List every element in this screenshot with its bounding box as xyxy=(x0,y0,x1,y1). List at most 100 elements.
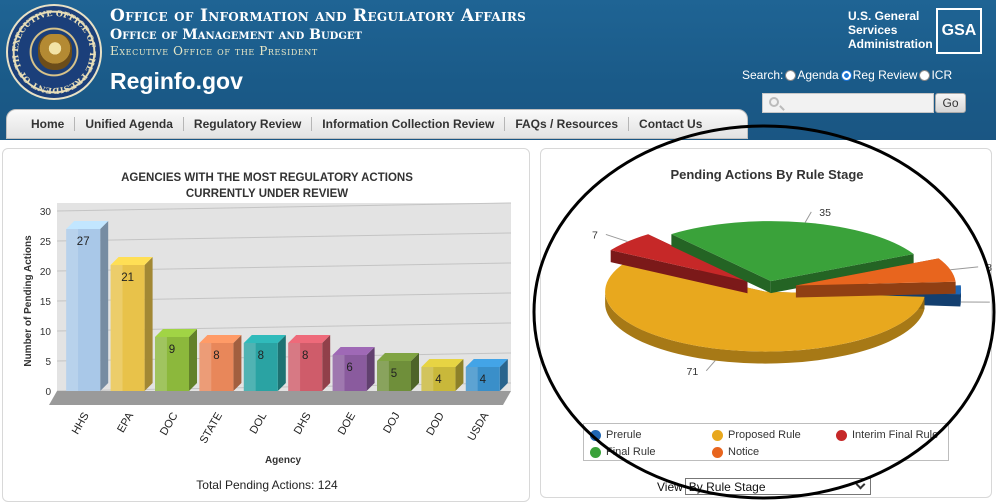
chevron-down-icon xyxy=(855,479,866,490)
nav-unified-agenda[interactable]: Unified Agenda xyxy=(75,117,184,131)
bar-highlight xyxy=(66,229,79,391)
bar-chart-title-line-1: AGENCIES WITH THE MOST REGULATORY ACTION… xyxy=(121,172,413,184)
bar-top xyxy=(243,335,286,343)
bar-epa[interactable]: 21 xyxy=(110,257,153,391)
pie-legend: Prerule Proposed Rule Interim Final Rule… xyxy=(583,423,949,461)
legend-swatch-interim-final-rule xyxy=(836,429,847,441)
bar-front xyxy=(155,337,189,391)
go-button[interactable]: Go xyxy=(935,93,966,113)
bar-hhs[interactable]: 27 xyxy=(66,221,109,391)
bar-state[interactable]: 8 xyxy=(199,335,242,391)
nav-home[interactable]: Home xyxy=(21,117,76,131)
bar-front xyxy=(110,265,145,391)
radio-reg-review[interactable] xyxy=(840,69,852,81)
bar-usda[interactable]: 4 xyxy=(465,359,508,391)
y-axis-label: Number of Pending Actions xyxy=(23,235,34,367)
bar-doe[interactable]: 6 xyxy=(332,347,375,391)
office-line-2: Office of Management and Budget xyxy=(110,27,362,43)
bar-highlight xyxy=(110,265,123,391)
bar-highlight xyxy=(288,343,301,391)
bar-front xyxy=(243,343,278,391)
bar-dhs[interactable]: 8 xyxy=(288,335,331,391)
search-input[interactable] xyxy=(783,95,931,111)
agency-bar-chart-panel: AGENCIES WITH THE MOST REGULATORY ACTION… xyxy=(2,148,530,502)
view-label: View xyxy=(657,479,683,494)
gsa-logo[interactable]: GSA xyxy=(936,8,982,54)
radio-agenda[interactable] xyxy=(785,69,797,81)
search-label: Search: xyxy=(742,68,784,82)
bar-highlight xyxy=(199,343,212,391)
bar-top xyxy=(199,335,242,343)
legend-label-notice: Notice xyxy=(728,446,760,458)
presidential-seal-logo[interactable]: EXECUTIVE OFFICE OF THE PRESIDENT OF THE… xyxy=(6,4,102,100)
nav-contact-us[interactable]: Contact Us xyxy=(639,117,703,131)
radio-icr-label[interactable]: ICR xyxy=(931,68,953,82)
legend-swatch-proposed-rule xyxy=(712,429,723,441)
bar-chart: 0 5 10 15 20 25 30 Number of Pending Actions Age… xyxy=(23,202,512,466)
bar-value-label: 5 xyxy=(391,368,397,380)
bar-value-label: 6 xyxy=(346,362,352,374)
bar-doj[interactable]: 5 xyxy=(377,353,419,391)
legend-item-interim-final-rule[interactable]: Interim Final Rule xyxy=(836,429,938,441)
radio-agenda-label[interactable]: Agenda xyxy=(797,68,839,82)
bar-highlight xyxy=(465,367,478,391)
site-name-link[interactable]: Reginfo.gov xyxy=(110,68,243,94)
legend-item-final-rule[interactable]: Final Rule xyxy=(590,446,656,458)
nav-regulatory-review[interactable]: Regulatory Review xyxy=(184,117,313,131)
y-tick-label: 10 xyxy=(40,327,52,338)
bar-front xyxy=(377,361,411,391)
office-line-1: Office of Information and Regulatory Aff… xyxy=(110,6,527,26)
chart-floor xyxy=(49,391,511,405)
x-axis-label: Agency xyxy=(265,455,302,466)
bar-highlight xyxy=(155,337,167,391)
bar-doc[interactable]: 9 xyxy=(155,329,197,391)
bar-side xyxy=(144,257,153,391)
nav-information-collection-review[interactable]: Information Collection Review xyxy=(312,117,506,131)
main-nav: Home Unified Agenda Regulatory Review In… xyxy=(6,109,748,139)
legend-item-prerule[interactable]: Prerule xyxy=(590,429,641,441)
bar-front xyxy=(465,367,500,391)
search-icon xyxy=(769,97,779,107)
view-dropdown[interactable]: By Rule Stage xyxy=(684,478,871,495)
y-tick-label: 25 xyxy=(40,237,52,248)
view-dropdown-value: By Rule Stage xyxy=(688,479,766,494)
legend-item-proposed-rule[interactable]: Proposed Rule xyxy=(712,429,801,441)
x-tick-label: DHS xyxy=(292,411,314,437)
pie-value-label: 71 xyxy=(687,366,699,378)
bar-highlight xyxy=(377,361,389,391)
y-tick-label: 5 xyxy=(45,357,51,368)
x-tick-label: DOD xyxy=(424,410,447,437)
radio-icr[interactable] xyxy=(919,69,931,81)
office-line-3: Executive Office of the President xyxy=(110,44,318,58)
gsa-name[interactable]: U.S. General Services Administration xyxy=(848,9,933,51)
bar-side xyxy=(411,353,419,391)
radio-reg-review-label[interactable]: Reg Review xyxy=(852,68,918,82)
gridline xyxy=(56,232,512,242)
bar-top xyxy=(66,221,109,229)
bar-top xyxy=(421,359,464,367)
bar-value-label: 4 xyxy=(480,374,487,386)
pie-label-connector xyxy=(705,360,716,372)
bar-side xyxy=(455,359,464,391)
pie-value-label: 8 xyxy=(986,262,992,274)
bar-side xyxy=(189,329,197,391)
legend-swatch-final-rule xyxy=(590,446,601,458)
rule-stage-pie-panel: Pending Actions By Rule Stage 3717358 Pr… xyxy=(540,148,992,498)
bar-top xyxy=(155,329,197,337)
y-tick-label: 15 xyxy=(40,297,52,308)
bar-dod[interactable]: 4 xyxy=(421,359,464,391)
pie-value-label: 35 xyxy=(819,207,831,219)
search-box[interactable] xyxy=(762,93,934,113)
bar-chart-title-line-2: CURRENTLY UNDER REVIEW xyxy=(185,188,349,200)
bar-value-label: 27 xyxy=(77,236,90,248)
pie-value-label: 7 xyxy=(592,229,598,241)
bar-front xyxy=(66,229,101,391)
bar-side xyxy=(100,221,109,391)
bar-dol[interactable]: 8 xyxy=(243,335,286,391)
bar-value-label: 4 xyxy=(435,374,442,386)
nav-faqs-resources[interactable]: FAQs / Resources xyxy=(505,117,630,131)
total-pending-actions: Total Pending Actions: 124 xyxy=(196,478,338,492)
bar-value-label: 8 xyxy=(258,350,264,362)
bar-value-label: 21 xyxy=(121,272,134,284)
legend-item-notice[interactable]: Notice xyxy=(712,446,759,458)
